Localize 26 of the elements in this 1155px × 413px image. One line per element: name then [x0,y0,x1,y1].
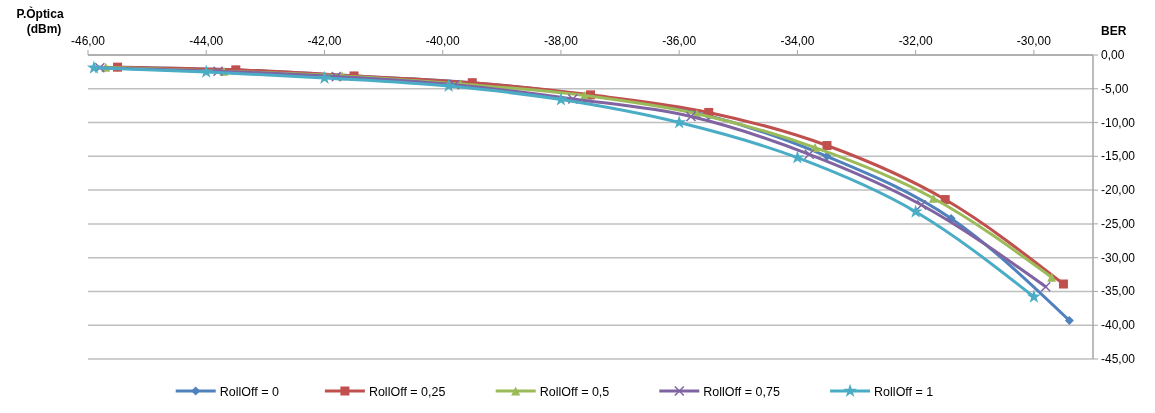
legend-label: RollOff = 0,25 [368,384,446,399]
x-tick-label: -34,00 [780,34,815,48]
y-tick-label: -30,00 [1101,250,1136,265]
x-tick-label: -38,00 [543,34,579,48]
y-tick-label: -35,00 [1101,284,1136,299]
y-tick-label: -40,00 [1101,318,1136,333]
legend-label: RollOff = 0,75 [703,384,780,399]
x-tick-label: -46,00 [70,34,106,48]
legend-label: RollOff = 1 [874,384,934,399]
x-tick-label: -44,00 [189,34,224,48]
x-tick-label: -30,00 [1016,34,1052,48]
y-tick-label: -5,00 [1101,81,1129,96]
x-tick-label: -42,00 [307,34,342,48]
x-tick-label: -36,00 [662,34,697,48]
y-tick-label: -25,00 [1101,216,1136,231]
y-axis-title: BER [1101,24,1127,38]
legend-label: RollOff = 0,5 [539,384,610,399]
x-axis-title: P.Òptica (dBm) [16,6,64,36]
legend-label: RollOff = 0 [219,384,279,399]
x-tick-label: -40,00 [425,34,461,48]
y-tick-label: -15,00 [1101,149,1136,164]
y-tick-label: -45,00 [1101,352,1136,366]
x-tick-label: -32,00 [898,34,933,48]
y-tick-label: 0,00 [1101,48,1125,62]
y-tick-label: -20,00 [1101,183,1136,198]
y-tick-label: -10,00 [1101,115,1136,130]
